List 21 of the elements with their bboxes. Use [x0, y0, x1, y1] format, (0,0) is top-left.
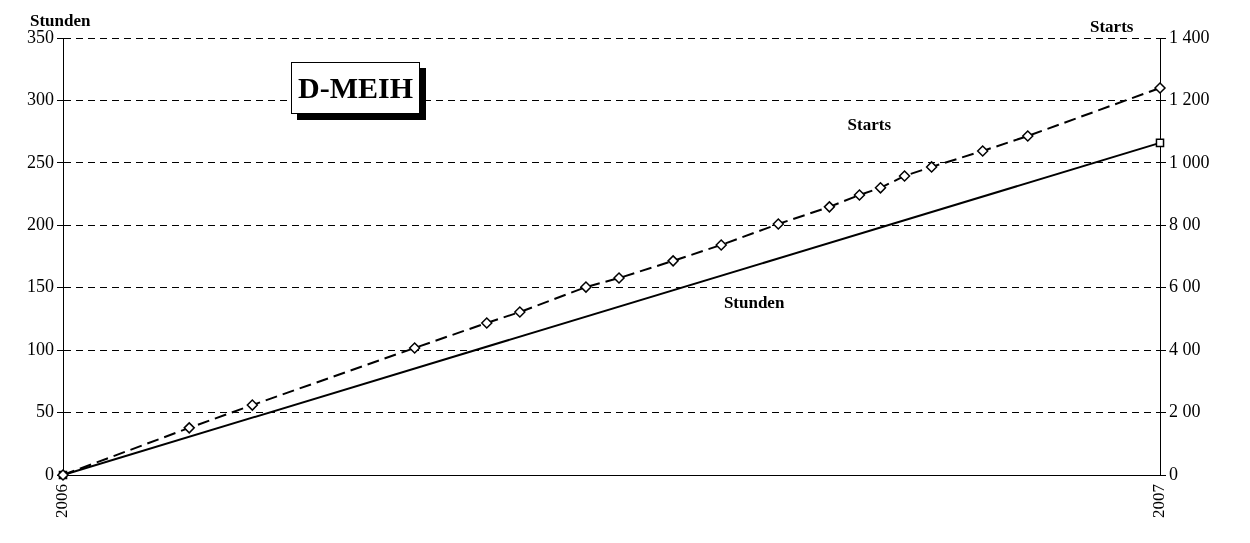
y-tick-label: 100: [27, 338, 54, 359]
y2-tick-label: 1 200: [1169, 89, 1210, 110]
y-tick-label: 200: [27, 214, 54, 235]
y2-tick-label: 4 00: [1169, 338, 1201, 359]
x-tick-label: 2006: [52, 484, 72, 518]
y2-tick-label: 2 00: [1169, 401, 1201, 422]
y-tick-label: 50: [36, 401, 54, 422]
y2-tick-label: 6 00: [1169, 276, 1201, 297]
series-label: Stunden: [723, 292, 785, 312]
text: D-MEIH: [291, 62, 420, 114]
y-tick-label: 300: [27, 89, 54, 110]
y-tick-label: 250: [27, 151, 54, 172]
y-tick-label: 150: [27, 276, 54, 297]
y2-tick-label: 8 00: [1169, 214, 1201, 235]
y2-tick-label: 1 000: [1169, 151, 1210, 172]
y2-axis-title: Starts: [1090, 17, 1134, 36]
y2-tick-label: 0: [1169, 463, 1178, 484]
y-tick-label: 0: [45, 463, 54, 484]
text: Starts: [847, 114, 892, 134]
x-tick-label: 2007: [1149, 483, 1169, 518]
y2-tick-label: 1 400: [1169, 26, 1210, 47]
